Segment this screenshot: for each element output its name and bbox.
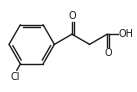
Text: Cl: Cl (11, 72, 20, 82)
Text: O: O (69, 11, 77, 21)
Text: O: O (104, 48, 112, 58)
Text: OH: OH (119, 29, 134, 39)
